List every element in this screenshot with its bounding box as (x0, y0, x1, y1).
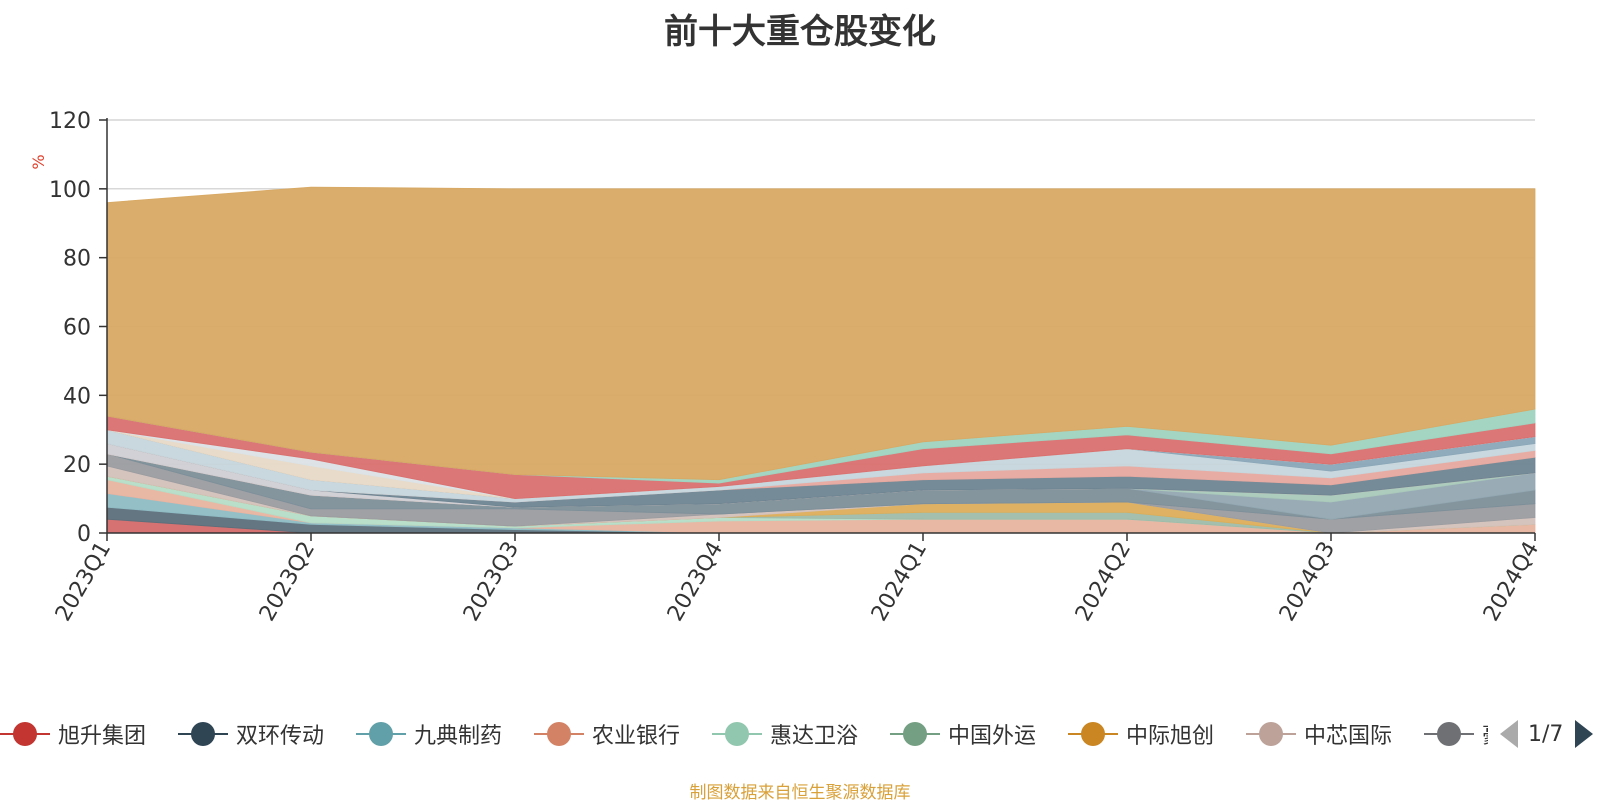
legend-label: 中国外运 (948, 724, 1037, 749)
legend-marker-icon (0, 719, 50, 749)
legend-items: 旭升集团 双环传动 九典制药 农业银行 惠达卫浴 中国外运 中际旭创 中芯国际 豪 (0, 712, 1488, 756)
y-tick-label: 120 (49, 109, 91, 134)
legend-item[interactable]: 农业银行 (534, 712, 680, 756)
y-tick-label: 20 (63, 453, 91, 478)
legend-item[interactable]: 旭升集团 (0, 712, 146, 756)
legend-label: 旭升集团 (58, 724, 147, 749)
legend-label: 九典制药 (414, 724, 503, 749)
legend-marker-icon (534, 719, 584, 749)
source-note: 制图数据来自恒生聚源数据库 (689, 783, 911, 803)
y-axis-label: % (29, 154, 48, 169)
legend-marker-icon (890, 719, 940, 749)
x-tick-label: 2023Q1 (51, 538, 116, 626)
y-tick-label: 100 (49, 178, 91, 203)
y-tick-label: 60 (63, 316, 91, 341)
area-series-layer[interactable]: 旭升集团双环传动九典制药农业银行惠达卫浴中国外运中际旭创中芯国际豪迈科技立讯精密… (106, 186, 1536, 534)
legend-item[interactable]: 中芯国际 (1246, 712, 1392, 756)
legend-label: 惠达卫浴 (770, 724, 859, 749)
chart-title: 前十大重仓股变化 (664, 12, 936, 52)
x-tick-label: 2023Q4 (663, 538, 728, 626)
legend: 旭升集团 双环传动 九典制药 农业银行 惠达卫浴 中国外运 中际旭创 中芯国际 豪 (0, 712, 1600, 756)
y-tick-label: 0 (77, 522, 91, 547)
legend-item[interactable]: 中国外运 (890, 712, 1036, 756)
x-tick-label: 2023Q3 (459, 538, 524, 626)
legend-marker-icon (1068, 719, 1118, 749)
x-tick-label: 2024Q3 (1275, 538, 1340, 626)
legend-item[interactable]: 惠达卫浴 (712, 712, 858, 756)
legend-marker-icon (178, 719, 228, 749)
legend-pager: 1/7 (1500, 712, 1600, 756)
legend-label: 豪 (1482, 718, 1488, 750)
x-tick-label: 2024Q4 (1479, 538, 1544, 626)
x-tick-label: 2024Q1 (867, 538, 932, 626)
stacked-area-chart: 旭升集团双环传动九典制药农业银行惠达卫浴中国外运中际旭创中芯国际豪迈科技立讯精密… (29, 109, 1544, 626)
legend-item[interactable]: 九典制药 (356, 712, 502, 756)
legend-prev-page-icon[interactable] (1500, 720, 1518, 748)
legend-next-page-icon[interactable] (1575, 720, 1594, 748)
legend-marker-icon (356, 719, 406, 749)
legend-label: 中芯国际 (1304, 724, 1393, 749)
legend-label: 农业银行 (592, 724, 681, 749)
area-series[interactable]: 其他 (106, 186, 1536, 481)
legend-label: 中际旭创 (1126, 724, 1215, 749)
legend-marker-icon (712, 719, 762, 749)
y-tick-label: 80 (63, 247, 91, 272)
x-tick-label: 2023Q2 (255, 538, 320, 626)
legend-marker-icon (1424, 719, 1474, 749)
legend-item[interactable]: 双环传动 (178, 712, 324, 756)
y-tick-label: 40 (63, 384, 91, 409)
legend-label: 双环传动 (236, 724, 325, 749)
legend-item[interactable]: 中际旭创 (1068, 712, 1214, 756)
legend-item[interactable]: 豪 (1424, 712, 1488, 756)
legend-marker-icon (1246, 719, 1296, 749)
legend-page-indicator: 1/7 (1528, 721, 1564, 747)
x-tick-label: 2024Q2 (1071, 538, 1136, 626)
